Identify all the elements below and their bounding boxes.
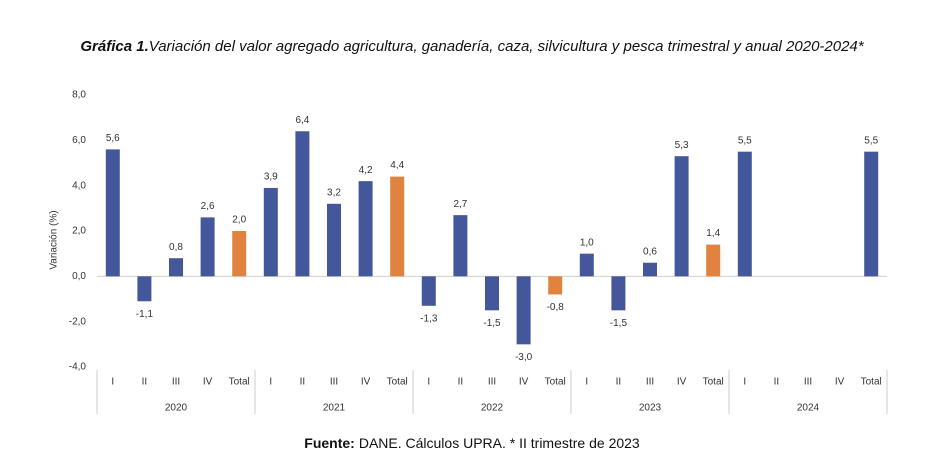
chart-title-group: Gráfica 1.Variación del valor agregado a…: [80, 38, 864, 55]
group-label: 2023: [639, 403, 662, 414]
group-label: 2022: [481, 403, 504, 414]
x-tick-label: IV: [361, 377, 371, 388]
bar: [737, 151, 752, 277]
x-tick-label: III: [172, 377, 180, 388]
x-tick-label: II: [616, 377, 622, 388]
bar: [169, 258, 183, 277]
bar: [643, 262, 657, 277]
bar: [516, 276, 531, 345]
data-label: 0,8: [169, 242, 183, 253]
y-tick-label: -2,0: [69, 316, 87, 327]
group-label: 2020: [165, 403, 188, 414]
data-label: 4,2: [359, 165, 373, 176]
x-tick-label: I: [743, 377, 746, 388]
data-label: 3,9: [264, 172, 278, 183]
data-label: 2,0: [232, 215, 246, 226]
bar: [295, 131, 310, 277]
data-label: 5,6: [106, 133, 120, 144]
x-tick-label: Total: [545, 377, 566, 388]
group-label: 2021: [323, 403, 346, 414]
bar: [706, 244, 721, 277]
data-label: -3,0: [515, 352, 533, 363]
y-tick-label: 4,0: [72, 180, 86, 191]
data-label: 1,0: [580, 237, 594, 248]
bar: [137, 276, 152, 302]
data-label: 5,5: [738, 135, 752, 146]
x-tick-label: IV: [519, 377, 529, 388]
data-label: -1,5: [610, 318, 628, 329]
bar: [864, 151, 879, 277]
data-label: 2,6: [201, 201, 215, 212]
x-tick-label: IV: [677, 377, 687, 388]
data-label: 4,4: [390, 160, 404, 171]
x-tick-label: III: [330, 377, 338, 388]
x-tick-label: II: [458, 377, 464, 388]
bar: [200, 217, 215, 277]
source-prefix: Fuente:: [304, 435, 355, 451]
x-tick-label: III: [488, 377, 496, 388]
data-label: -1,5: [483, 318, 501, 329]
x-tick-label: II: [142, 377, 148, 388]
bar: [263, 187, 278, 277]
data-label: 5,3: [675, 140, 689, 151]
x-tick-label: I: [427, 377, 430, 388]
y-tick-label: 6,0: [72, 135, 86, 146]
data-label: -1,3: [420, 313, 438, 324]
bar: [548, 276, 563, 295]
x-tick-label: IV: [835, 377, 845, 388]
y-tick-label: -4,0: [69, 362, 87, 373]
y-tick-label: 8,0: [72, 90, 86, 101]
bar: [358, 181, 373, 277]
x-tick-label: Total: [703, 377, 724, 388]
x-tick-label: IV: [203, 377, 213, 388]
source: Fuente: DANE. Cálculos UPRA. * II trimest…: [304, 435, 640, 451]
bar: [674, 156, 689, 277]
bar: [579, 253, 594, 277]
bar: [390, 176, 405, 277]
bar: [232, 231, 247, 277]
y-tick-label: 2,0: [72, 226, 86, 237]
title-prefix: Gráfica 1.: [80, 38, 148, 55]
data-label: -1,1: [136, 309, 154, 320]
x-tick-label: II: [774, 377, 780, 388]
bar: [611, 276, 626, 311]
chart-title: Variación del valor agregado agricultura…: [149, 38, 865, 55]
data-label: 5,5: [864, 135, 878, 146]
data-label: 2,7: [453, 199, 467, 210]
bar: [327, 203, 341, 277]
x-tick-label: I: [269, 377, 272, 388]
group-label: 2024: [797, 403, 820, 414]
x-tick-label: I: [585, 377, 588, 388]
x-tick-label: Total: [229, 377, 250, 388]
y-tick-label: 0,0: [72, 271, 86, 282]
data-label: 1,4: [706, 228, 720, 239]
data-label: -0,8: [547, 302, 565, 313]
x-tick-label: II: [300, 377, 306, 388]
x-tick-label: I: [111, 377, 114, 388]
bar: [485, 276, 499, 311]
bar: [453, 215, 468, 277]
x-tick-label: Total: [861, 377, 882, 388]
data-label: 6,4: [295, 115, 309, 126]
source-text: DANE. Cálculos UPRA. * II trimestre de 2…: [359, 435, 640, 451]
x-tick-label: III: [646, 377, 654, 388]
x-tick-label: Total: [387, 377, 408, 388]
data-label: 3,2: [327, 187, 341, 198]
x-tick-label: III: [804, 377, 812, 388]
bar: [105, 149, 120, 277]
y-axis-label: Variación (%): [49, 210, 60, 269]
data-label: 0,6: [643, 246, 657, 257]
bar: [421, 276, 436, 306]
